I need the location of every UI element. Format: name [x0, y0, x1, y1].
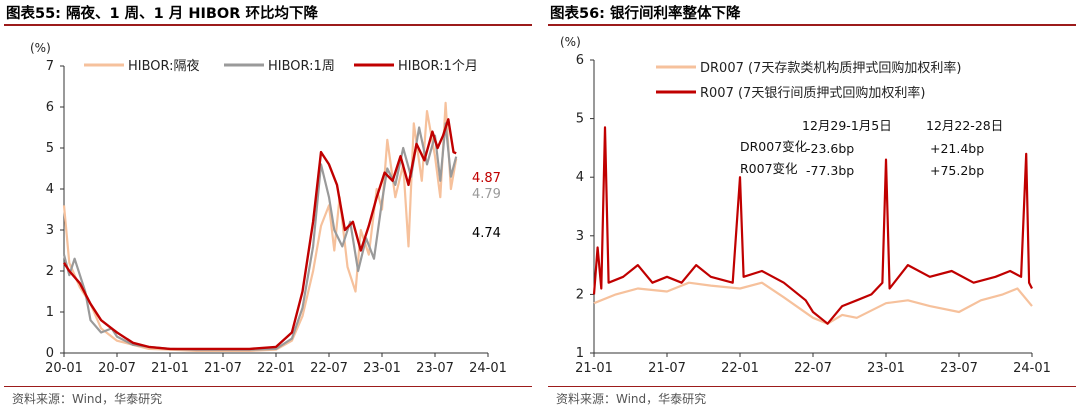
legend-label: HIBOR:隔夜 — [128, 59, 200, 74]
y-tick-label: 1 — [46, 305, 54, 320]
y-tick-label: 6 — [576, 53, 584, 68]
series-line-1 — [593, 281, 1033, 325]
x-tick-label: 24-01 — [1013, 361, 1051, 376]
legend-label: DR007 (7天存款类机构质押式回购加权利率) — [700, 60, 961, 76]
x-tick-label: 24-01 — [469, 361, 507, 376]
x-tick-label: 21-01 — [575, 361, 613, 376]
y-tick-label: 3 — [576, 229, 584, 244]
title-rule — [4, 24, 532, 26]
title-rule — [548, 24, 1076, 26]
x-tick-label: 21-01 — [151, 361, 189, 376]
x-tick-label: 22-01 — [721, 361, 759, 376]
x-tick-label: 20-01 — [45, 361, 83, 376]
y-tick-label: 0 — [46, 346, 54, 361]
y-tick-label: 6 — [46, 100, 54, 115]
series-line-2 — [592, 126, 1033, 325]
y-tick-label: 2 — [46, 264, 54, 279]
x-tick-label: 23-07 — [416, 361, 454, 376]
y-tick-label: 5 — [576, 112, 584, 127]
annotation-value: +21.4bp — [930, 141, 984, 156]
end-value-label: 4.79 — [472, 187, 501, 202]
annotation-column-header: 12月22-28日 — [926, 118, 1003, 133]
y-tick-label: 1 — [576, 346, 584, 361]
annotation-column-header: 12月29-1月5日 — [802, 118, 892, 133]
y-tick-label: 4 — [46, 182, 54, 197]
legend-label: HIBOR:1个月 — [398, 59, 478, 74]
series-line-3 — [62, 118, 457, 351]
y-tick-label: 4 — [576, 170, 584, 185]
chart-title: 图表56: 银行间利率整体下降 — [550, 6, 741, 22]
x-tick-label: 23-07 — [940, 361, 978, 376]
y-unit-label: (%) — [30, 41, 51, 55]
repo-rate-chart: (%) 1 2 3 4 5 6 21-01 21-07 22-01 22-07 23-01 23-07 2… — [560, 35, 1051, 376]
series-line-2 — [62, 122, 458, 351]
y-unit-label: (%) — [560, 35, 581, 49]
bottom-rule — [548, 386, 1076, 387]
annotation-row-label: R007变化 — [740, 161, 798, 176]
chart-source: 资料来源：Wind，华泰研究 — [556, 392, 707, 406]
x-tick-label: 21-07 — [204, 361, 242, 376]
legend-label: R007 (7天银行间质押式回购加权利率) — [700, 85, 925, 101]
end-value-label: 4.87 — [472, 171, 501, 186]
legend-label: HIBOR:1周 — [268, 59, 335, 74]
x-tick-label: 22-01 — [257, 361, 295, 376]
x-tick-label: 21-07 — [648, 361, 686, 376]
x-tick-label: 23-01 — [363, 361, 401, 376]
hibor-chart: (%) 0 1 2 3 4 5 6 7 20-01 20-07 21-01 21-07 22-01 22-0… — [30, 41, 507, 376]
left-chart-panel: 图表55: 隔夜、1 周、1 月 HIBOR 环比均下降 (%) 0 1 2 3 4 5 6 7… — [0, 0, 536, 413]
y-tick-label: 7 — [46, 59, 54, 74]
x-tick-label: 20-07 — [98, 361, 136, 376]
chart-source: 资料来源：Wind，华泰研究 — [12, 392, 163, 406]
y-tick-label: 3 — [46, 223, 54, 238]
x-tick-label: 22-07 — [310, 361, 348, 376]
chart-title: 图表55: 隔夜、1 周、1 月 HIBOR 环比均下降 — [6, 6, 318, 22]
annotation-value: -23.6bp — [806, 141, 854, 156]
annotation-row-label: DR007变化 — [740, 139, 808, 154]
x-tick-label: 22-07 — [794, 361, 832, 376]
bottom-rule — [4, 386, 532, 387]
series-line-1 — [62, 101, 458, 352]
end-value-label: 4.74 — [472, 226, 501, 241]
annotation-value: +75.2bp — [930, 163, 984, 178]
right-chart-panel: 图表56: 银行间利率整体下降 (%) 1 2 3 4 5 6 21-01 21-07 22-01… — [544, 0, 1080, 413]
y-tick-label: 5 — [46, 141, 54, 156]
x-tick-label: 23-01 — [867, 361, 905, 376]
annotation-value: -77.3bp — [806, 163, 854, 178]
y-tick-label: 2 — [576, 287, 584, 302]
